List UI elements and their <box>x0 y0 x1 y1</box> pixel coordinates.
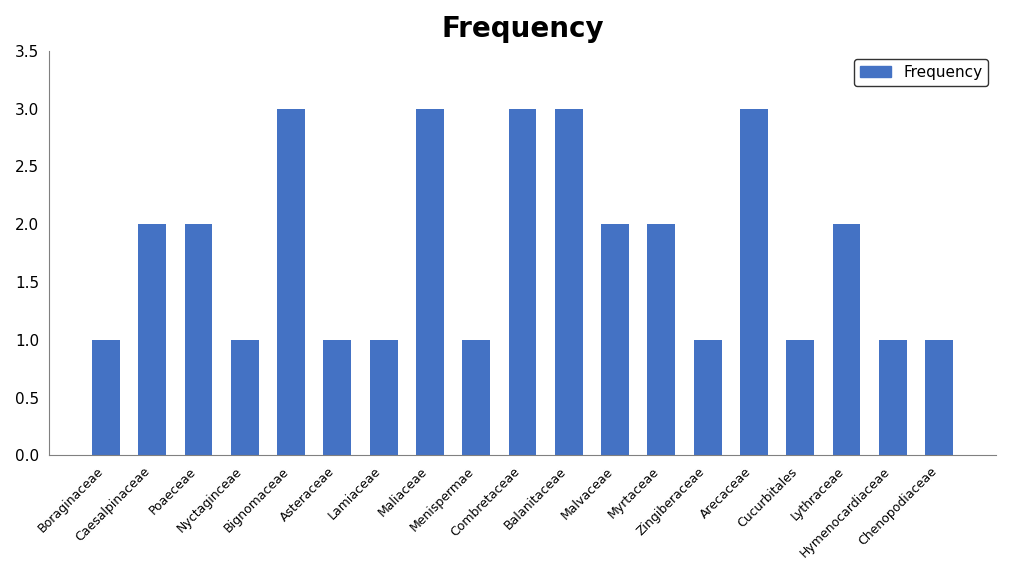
Bar <box>740 109 767 455</box>
Legend: Frequency: Frequency <box>854 59 989 86</box>
Bar <box>92 340 119 455</box>
Bar <box>694 340 722 455</box>
Bar <box>555 109 582 455</box>
Bar <box>370 340 397 455</box>
Bar <box>509 109 537 455</box>
Title: Frequency: Frequency <box>441 15 604 43</box>
Bar <box>462 340 490 455</box>
Bar <box>602 224 629 455</box>
Bar <box>879 340 907 455</box>
Bar <box>925 340 953 455</box>
Bar <box>231 340 259 455</box>
Bar <box>139 224 166 455</box>
Bar <box>647 224 675 455</box>
Bar <box>324 340 351 455</box>
Bar <box>833 224 860 455</box>
Bar <box>185 224 212 455</box>
Bar <box>277 109 305 455</box>
Bar <box>416 109 444 455</box>
Bar <box>787 340 814 455</box>
